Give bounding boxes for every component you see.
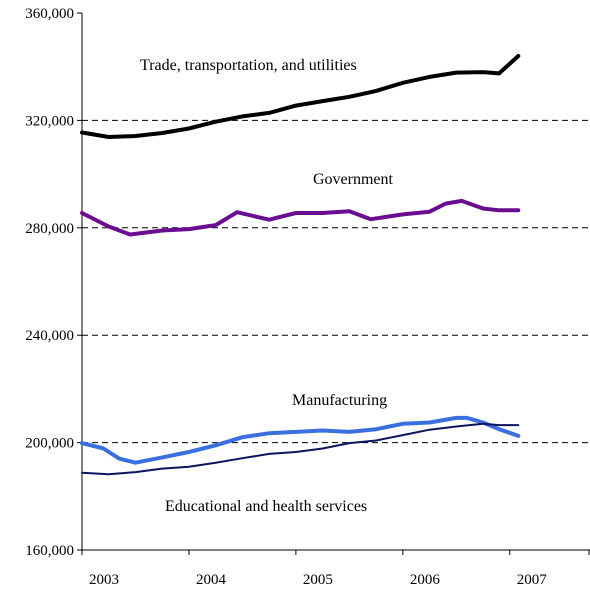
series-line-3: [81, 422, 520, 476]
series-line-0: [80, 54, 521, 139]
annotation-manufacturing: Manufacturing: [292, 392, 387, 409]
y-tick-label-2: 240,000: [25, 328, 74, 344]
series-line-2: [80, 415, 521, 465]
y-tick-label-4: 320,000: [25, 113, 74, 129]
y-tick-label-3: 280,000: [25, 221, 74, 237]
x-tick-label-1: 2004: [196, 572, 227, 588]
annotations: Trade, transportation, and utilities Gov…: [140, 57, 394, 515]
y-tick-label-1: 200,000: [25, 436, 74, 452]
x-tick-label-3: 2006: [410, 572, 441, 588]
series-line-1: [80, 198, 521, 237]
annotation-government: Government: [313, 171, 394, 188]
x-tick-label-4: 2007: [517, 572, 548, 588]
y-tick-label-5: 360,000: [25, 6, 74, 22]
annotation-education-health: Educational and health services: [165, 498, 367, 515]
grid-lines: [82, 119, 590, 444]
x-tick-label-2: 2005: [303, 572, 333, 588]
y-tick-label-0: 160,000: [25, 543, 74, 559]
x-tick-label-0: 2003: [89, 572, 119, 588]
series-lines: [80, 54, 521, 476]
axes: 160,000 200,000 240,000 280,000 320,000 360,0…: [25, 6, 590, 588]
annotation-trade: Trade, transportation, and utilities: [140, 57, 357, 74]
